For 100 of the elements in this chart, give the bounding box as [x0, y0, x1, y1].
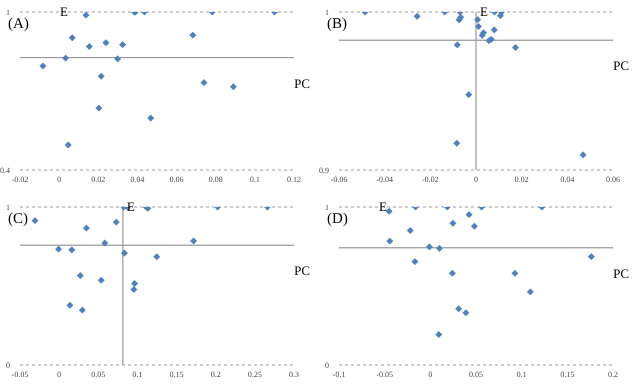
point [449, 220, 456, 227]
point [512, 44, 519, 52]
chart-title: (C) [8, 211, 28, 228]
point [130, 286, 138, 293]
point [153, 253, 160, 260]
point [98, 72, 105, 80]
x-axis-title: PC [613, 266, 629, 282]
point [588, 253, 595, 260]
chart-title: (D) [327, 211, 348, 228]
point [470, 222, 478, 230]
point [475, 23, 482, 30]
x-tick-label: -0.04 [376, 175, 394, 184]
point [455, 305, 462, 312]
point [76, 272, 84, 280]
y-tick-label: 0 [325, 361, 329, 370]
y-tick-label: 1 [6, 8, 10, 17]
x-tick-label: -0.06 [330, 175, 348, 184]
x-tick-label: 0.12 [287, 175, 301, 184]
point [462, 309, 470, 316]
point [190, 237, 198, 244]
x-tick-label: 0.04 [560, 175, 574, 184]
x-tick-label: 0 [57, 175, 62, 184]
point [411, 258, 418, 266]
point [453, 140, 460, 147]
point [474, 16, 482, 24]
chart-title: (B) [327, 16, 347, 33]
point [95, 104, 102, 112]
y-tick-label: 1 [6, 203, 10, 212]
x-tick-label: -0.02 [422, 175, 439, 184]
point [68, 34, 76, 42]
point [189, 32, 196, 39]
point [98, 276, 105, 284]
point [131, 280, 138, 287]
point [120, 250, 128, 257]
point [511, 270, 518, 277]
point [436, 244, 443, 252]
x-tick-label: -0.05 [12, 370, 28, 379]
x-tick-label: 0.04 [130, 175, 144, 184]
y-axis-title: E [480, 4, 488, 20]
x-tick-label: 0 [57, 370, 62, 379]
point [465, 91, 472, 98]
point [119, 41, 126, 48]
point [454, 41, 461, 48]
x-tick-label: 0.05 [91, 370, 106, 379]
x-tick-label: 0.06 [606, 175, 620, 184]
x-tick-label: 0.2 [210, 370, 221, 379]
y-tick-label: 0.4 [0, 166, 10, 175]
point [200, 79, 208, 86]
point [39, 62, 46, 70]
y-axis-title: E [60, 4, 68, 20]
x-tick-label: 0 [428, 370, 432, 379]
point [386, 208, 393, 215]
x-tick-label: 0.2 [608, 370, 618, 379]
point [82, 224, 90, 232]
point [414, 12, 421, 20]
y-axis-title: E [126, 199, 135, 215]
x-tick-label: 0.1 [516, 370, 527, 379]
point [426, 243, 433, 250]
point [230, 83, 237, 90]
x-tick-label: 0 [474, 175, 478, 184]
point [496, 12, 504, 20]
y-tick-label: 1 [325, 8, 329, 17]
x-tick-label: 0.1 [250, 175, 260, 184]
point [101, 240, 108, 247]
x-axis-title: PC [294, 76, 310, 92]
y-tick-label: 1 [325, 203, 329, 212]
point [466, 211, 473, 218]
point [406, 227, 414, 234]
x-axis-title: PC [613, 58, 629, 74]
point [68, 246, 76, 254]
point [62, 54, 70, 62]
point [114, 55, 122, 62]
x-tick-label: 0.05 [469, 370, 483, 379]
x-tick-label: 0.3 [289, 370, 299, 379]
point [64, 141, 72, 148]
point [490, 26, 498, 34]
x-tick-label: 0.08 [208, 175, 223, 184]
x-tick-label: 0.15 [170, 370, 184, 379]
point [86, 42, 93, 50]
x-axis-title: PC [294, 263, 310, 280]
point [32, 217, 39, 224]
chart-title: (A) [8, 16, 29, 33]
point [82, 12, 90, 19]
point [78, 306, 86, 314]
point [147, 114, 154, 122]
x-tick-label: -0.1 [332, 370, 346, 379]
x-tick-label: 0.02 [514, 175, 529, 184]
x-tick-label: 0.06 [170, 175, 184, 184]
point [386, 238, 394, 245]
y-tick-label: 0 [6, 361, 10, 370]
x-tick-label: 0.02 [91, 175, 106, 184]
point [526, 288, 534, 296]
x-tick-label: 0.25 [248, 370, 262, 379]
y-axis-title: E [379, 199, 387, 215]
x-tick-label: -0.05 [376, 370, 394, 379]
point [112, 218, 120, 226]
point [66, 302, 74, 309]
x-tick-label: 0.15 [560, 370, 574, 379]
x-tick-label: 0.1 [132, 370, 142, 379]
point [55, 246, 62, 253]
